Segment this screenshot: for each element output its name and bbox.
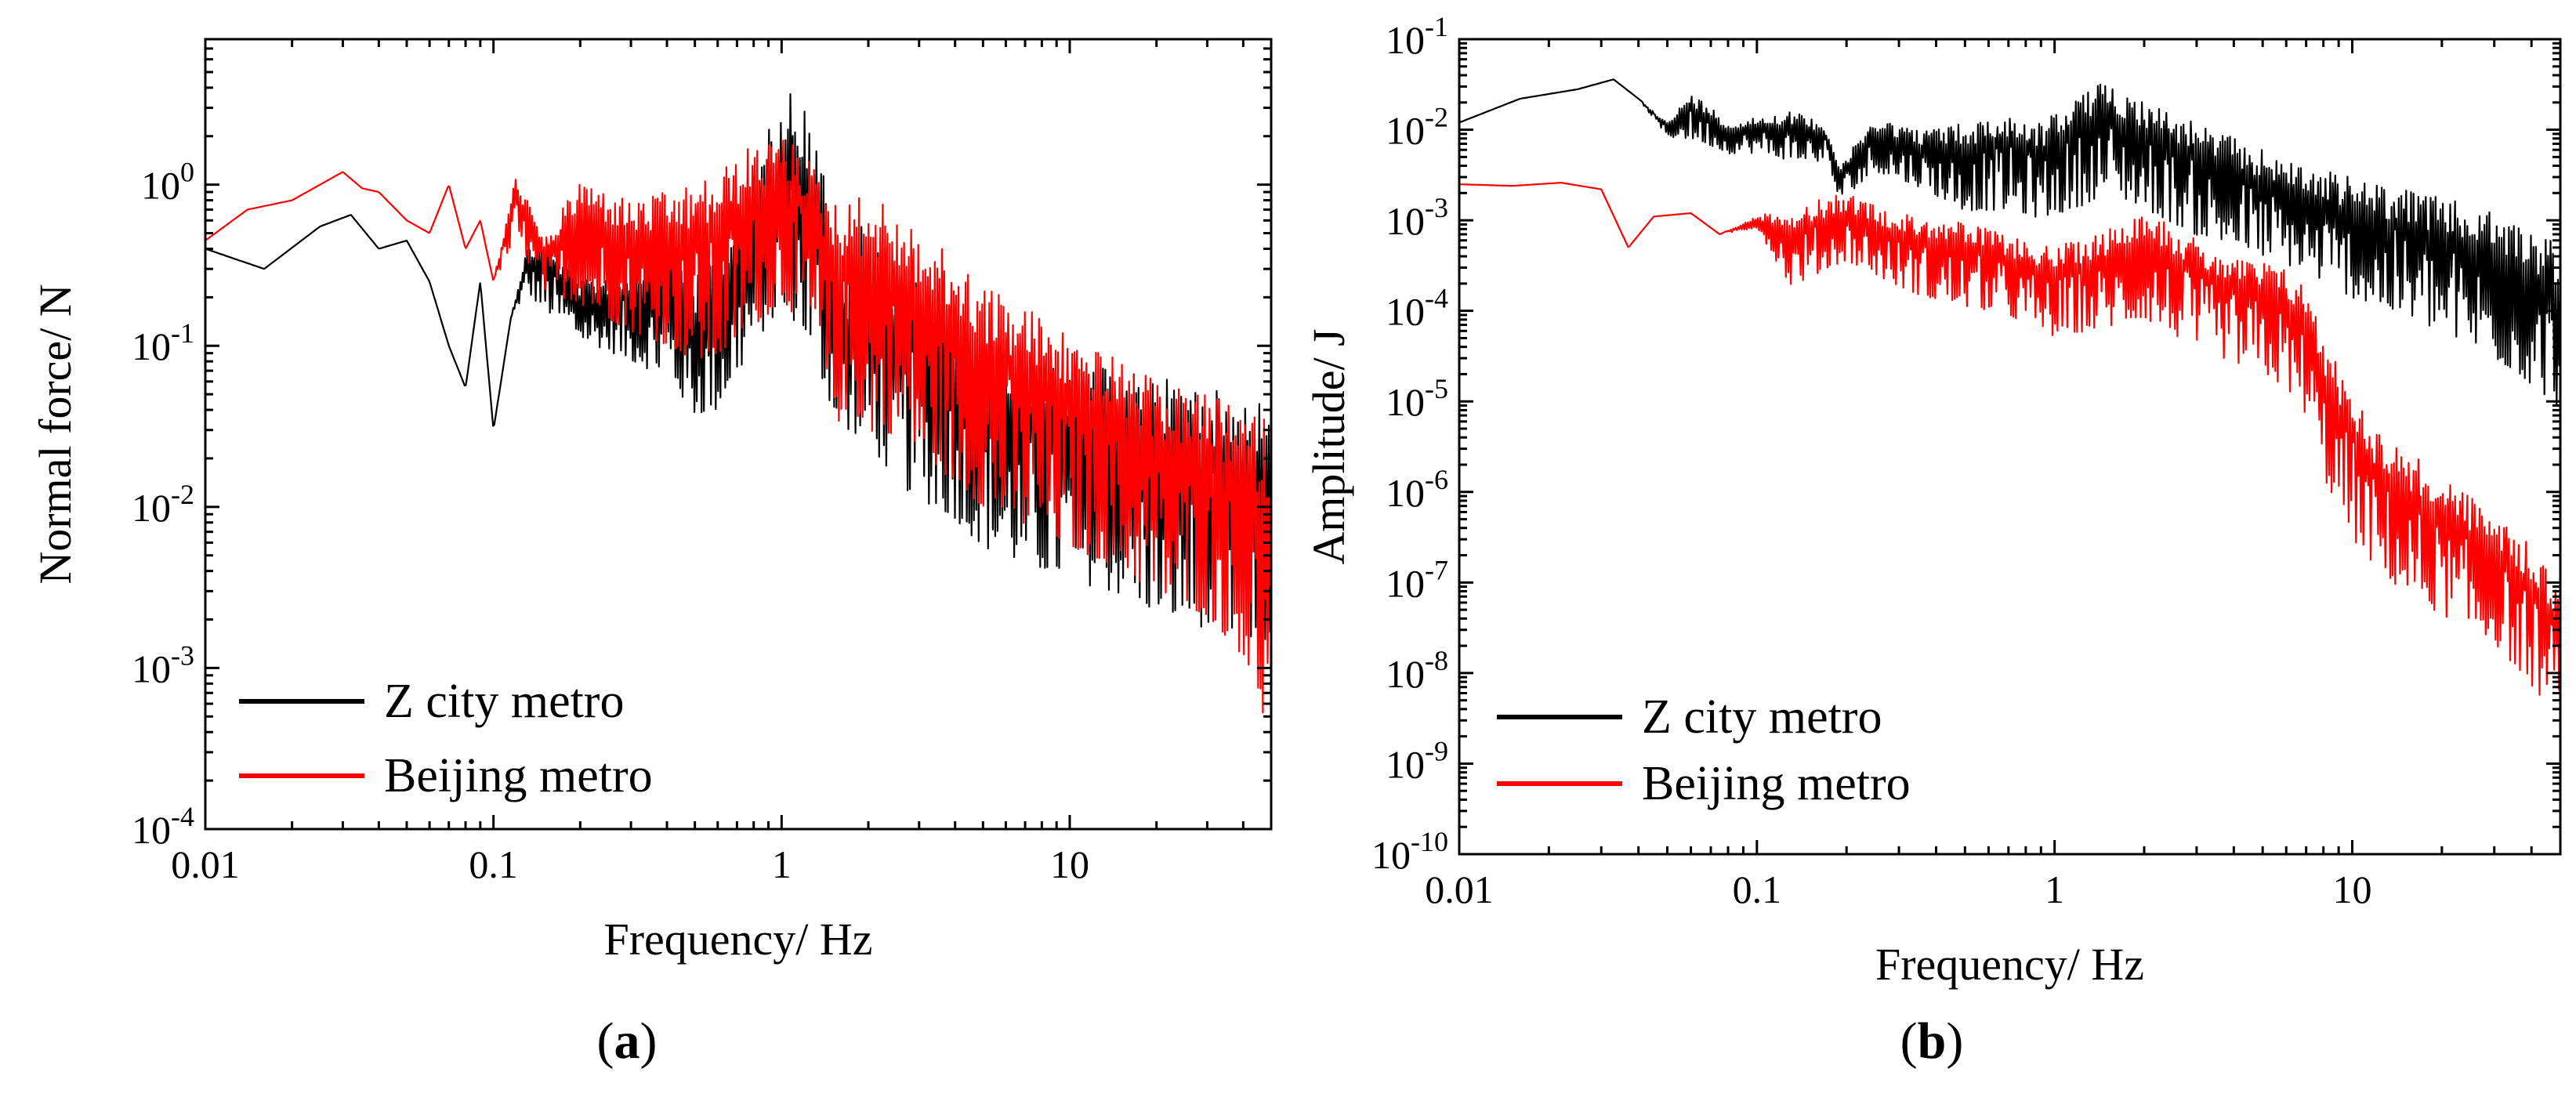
y-tick-base: 10 — [132, 324, 171, 368]
y-tick-base: 10 — [1386, 199, 1425, 243]
y-tick-label: 10-1 — [132, 317, 194, 368]
y-tick-exponent: -2 — [171, 479, 194, 510]
y-tick-base: 10 — [132, 646, 171, 690]
y-tick-exponent: -10 — [1411, 826, 1448, 857]
x-tick-label: 0.1 — [1733, 867, 1782, 911]
x-tick-label: 0.01 — [1425, 867, 1494, 911]
x-tick-label: 1 — [2045, 867, 2064, 911]
x-tick-label: 10 — [1050, 842, 1089, 886]
y-tick-label: 10-10 — [1371, 826, 1448, 877]
panel-caption: (a) — [597, 1012, 658, 1070]
y-tick-label: 10-5 — [1386, 373, 1448, 424]
panel-caption: (b) — [1900, 1012, 1964, 1070]
y-tick-label: 10-6 — [1386, 464, 1448, 515]
y-tick-exponent: 0 — [180, 157, 194, 188]
y-tick-base: 10 — [1386, 380, 1425, 424]
y-tick-label: 10-8 — [1386, 645, 1448, 696]
y-tick-exponent: -5 — [1425, 373, 1448, 404]
y-tick-exponent: -8 — [1425, 645, 1448, 676]
y-tick-base: 10 — [1386, 561, 1425, 605]
x-axis-label: Frequency/ Hz — [603, 914, 872, 965]
y-tick-base: 10 — [1386, 471, 1425, 515]
caption-letter: a — [614, 1012, 640, 1070]
legend-label-z-city-metro: Z city metro — [384, 675, 624, 728]
y-tick-base: 10 — [1386, 18, 1425, 62]
y-tick-exponent: -4 — [171, 801, 194, 832]
y-tick-label: 100 — [141, 157, 194, 208]
y-tick-exponent: -6 — [1425, 464, 1448, 495]
series-line-z-city-metro — [205, 93, 1271, 640]
chart-panel-a: 0.01 0.1 1 1010-410-310-210-1100Frequency/ … — [30, 38, 1273, 1070]
legend: Z city metro Beijing metro — [239, 675, 653, 802]
y-axis-label: Normal force/ N — [30, 284, 81, 584]
y-axis-label: Amplitude/ J — [1303, 328, 1354, 564]
y-tick-label: 10-3 — [1386, 192, 1448, 243]
y-tick-exponent: -3 — [171, 639, 194, 671]
y-tick-exponent: -4 — [1425, 283, 1448, 314]
x-tick-label: 1 — [772, 842, 792, 886]
y-tick-label: 10-2 — [1386, 102, 1448, 153]
series-group — [1459, 78, 2560, 696]
y-tick-exponent: -9 — [1425, 735, 1448, 766]
legend-label-z-city-metro: Z city metro — [1642, 690, 1882, 744]
y-tick-base: 10 — [1386, 742, 1425, 786]
legend-label-beijing-metro: Beijing metro — [384, 749, 653, 802]
y-tick-base: 10 — [132, 486, 171, 530]
y-tick-exponent: -1 — [171, 317, 194, 349]
y-tick-base: 10 — [1371, 833, 1411, 877]
x-tick-label: 0.1 — [469, 842, 518, 886]
plot-frame — [1458, 38, 2562, 856]
plot-frame — [204, 38, 1273, 831]
caption-close: ) — [1946, 1012, 1963, 1070]
caption-close: ) — [640, 1012, 658, 1070]
y-tick-label: 10-2 — [132, 479, 194, 530]
y-tick-base: 10 — [132, 808, 171, 852]
caption-open: ( — [597, 1012, 614, 1070]
x-tick-label: 0.01 — [171, 842, 240, 886]
y-tick-base: 10 — [1386, 290, 1425, 334]
y-tick-exponent: -3 — [1425, 192, 1448, 223]
y-tick-label: 10-4 — [1386, 283, 1448, 334]
y-tick-exponent: -7 — [1425, 554, 1448, 585]
series-line-z-city-metro — [1459, 78, 2560, 407]
legend: Z city metro Beijing metro — [1497, 690, 1911, 810]
caption-open: ( — [1900, 1012, 1918, 1070]
x-axis-label: Frequency/ Hz — [1875, 939, 2144, 990]
y-tick-label: 10-1 — [1386, 11, 1448, 62]
x-tick-label: 10 — [2333, 867, 2372, 911]
y-tick-label: 10-4 — [132, 801, 194, 852]
y-tick-label: 10-7 — [1386, 554, 1448, 605]
series-group — [205, 93, 1271, 714]
series-line-beijing-metro — [205, 139, 1271, 714]
y-tick-base: 10 — [1386, 652, 1425, 696]
y-tick-base: 10 — [1386, 109, 1425, 153]
y-tick-exponent: -2 — [1425, 102, 1448, 133]
legend-label-beijing-metro: Beijing metro — [1642, 757, 1911, 810]
y-tick-label: 10-3 — [132, 639, 194, 690]
caption-letter: b — [1918, 1012, 1947, 1070]
series-line-beijing-metro — [1459, 182, 2560, 696]
y-tick-base: 10 — [141, 164, 180, 208]
y-tick-label: 10-9 — [1386, 735, 1448, 786]
y-tick-exponent: -1 — [1425, 11, 1448, 42]
chart-panel-b: 0.01 0.1 1 1010-1010-910-810-710-610-510-41… — [1303, 11, 2562, 1070]
